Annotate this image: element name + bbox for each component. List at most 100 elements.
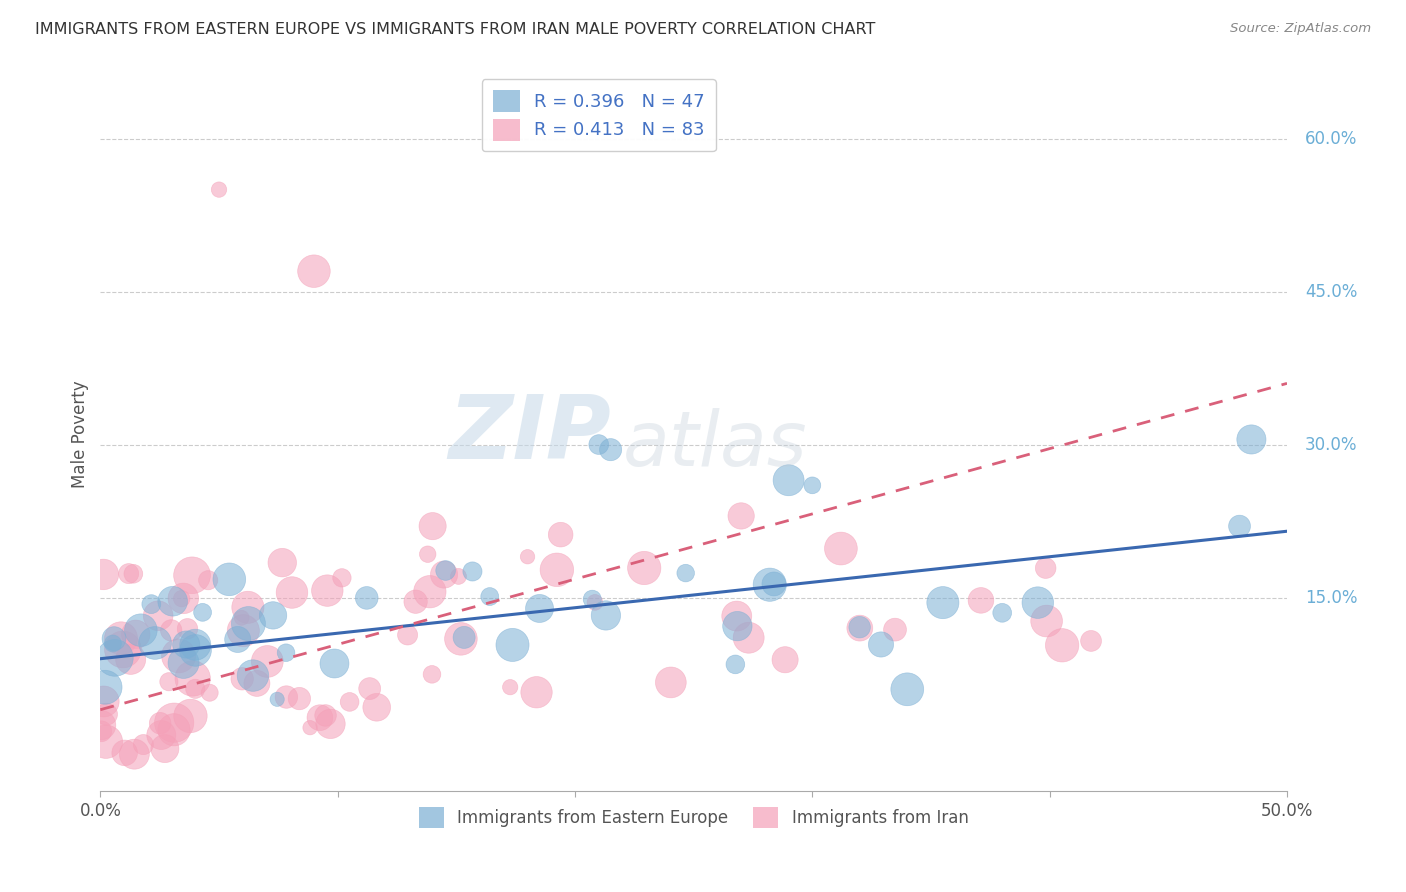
Point xyxy=(262,608,284,623)
Point xyxy=(450,632,472,646)
Point xyxy=(94,680,117,694)
Point xyxy=(191,605,214,619)
Y-axis label: Male Poverty: Male Poverty xyxy=(72,381,89,488)
Point xyxy=(309,711,332,725)
Point xyxy=(90,718,112,732)
Point xyxy=(1035,561,1057,575)
Point xyxy=(581,592,603,607)
Point xyxy=(1240,433,1263,447)
Point xyxy=(315,708,337,723)
Text: atlas: atlas xyxy=(623,408,807,482)
Point xyxy=(146,608,169,623)
Point xyxy=(93,567,115,582)
Point xyxy=(170,591,193,606)
Point xyxy=(633,561,655,575)
Text: Source: ZipAtlas.com: Source: ZipAtlas.com xyxy=(1230,22,1371,36)
Point xyxy=(160,624,183,638)
Point xyxy=(422,519,444,533)
Point xyxy=(778,473,800,487)
Point xyxy=(588,437,610,451)
Point xyxy=(550,527,572,541)
Point xyxy=(659,675,682,690)
Text: ZIP: ZIP xyxy=(449,391,610,478)
Point xyxy=(122,566,145,581)
Point xyxy=(141,597,163,611)
Point xyxy=(725,609,748,624)
Point xyxy=(153,741,176,756)
Point xyxy=(114,746,136,760)
Point xyxy=(675,566,697,580)
Point xyxy=(419,584,441,599)
Text: 30.0%: 30.0% xyxy=(1305,435,1357,453)
Point xyxy=(238,616,260,631)
Point xyxy=(1080,634,1102,648)
Point xyxy=(208,183,231,197)
Text: IMMIGRANTS FROM EASTERN EUROPE VS IMMIGRANTS FROM IRAN MALE POVERTY CORRELATION : IMMIGRANTS FROM EASTERN EUROPE VS IMMIGR… xyxy=(35,22,876,37)
Point xyxy=(849,621,872,635)
Point xyxy=(737,631,759,645)
Point xyxy=(179,709,201,723)
Point xyxy=(453,631,475,645)
Point xyxy=(129,623,152,637)
Point xyxy=(319,717,342,731)
Point xyxy=(730,508,752,523)
Point xyxy=(103,632,125,646)
Point xyxy=(516,549,538,564)
Point xyxy=(276,690,298,704)
Text: 15.0%: 15.0% xyxy=(1305,589,1357,607)
Point xyxy=(184,681,207,696)
Point xyxy=(111,642,134,657)
Point xyxy=(246,676,269,690)
Point xyxy=(242,668,264,682)
Point xyxy=(725,619,748,633)
Point xyxy=(231,672,253,686)
Point xyxy=(184,643,207,657)
Point xyxy=(848,620,870,634)
Point xyxy=(281,585,304,599)
Point xyxy=(758,578,780,592)
Point xyxy=(724,657,747,672)
Point xyxy=(274,646,297,660)
Point xyxy=(396,628,419,642)
Point xyxy=(118,566,141,581)
Legend: Immigrants from Eastern Europe, Immigrants from Iran: Immigrants from Eastern Europe, Immigran… xyxy=(412,801,976,834)
Point xyxy=(420,667,443,681)
Point xyxy=(434,564,457,578)
Point xyxy=(1026,596,1049,610)
Point xyxy=(546,563,568,577)
Point xyxy=(302,264,325,278)
Point xyxy=(162,594,184,608)
Point xyxy=(461,565,484,579)
Point xyxy=(198,686,221,700)
Point xyxy=(323,657,346,671)
Point xyxy=(801,478,824,492)
Point xyxy=(1050,638,1073,652)
Point xyxy=(132,738,155,752)
Point xyxy=(90,724,112,739)
Point xyxy=(932,596,955,610)
Point xyxy=(366,700,388,714)
Point xyxy=(299,721,322,735)
Point xyxy=(176,622,198,636)
Point xyxy=(236,600,259,615)
Point xyxy=(316,583,339,598)
Point xyxy=(599,442,621,457)
Point xyxy=(502,638,524,652)
Point xyxy=(405,595,427,609)
Point xyxy=(104,651,127,665)
Point xyxy=(172,591,194,606)
Point xyxy=(101,636,124,650)
Point xyxy=(526,685,548,699)
Point xyxy=(1229,519,1251,533)
Point xyxy=(356,591,378,605)
Point xyxy=(218,572,240,586)
Point xyxy=(830,541,852,556)
Text: 45.0%: 45.0% xyxy=(1305,283,1357,301)
Point xyxy=(110,632,132,646)
Point xyxy=(94,735,117,749)
Point xyxy=(896,682,918,697)
Point xyxy=(226,632,249,647)
Point xyxy=(991,606,1014,620)
Point xyxy=(762,577,785,591)
Point xyxy=(595,608,617,623)
